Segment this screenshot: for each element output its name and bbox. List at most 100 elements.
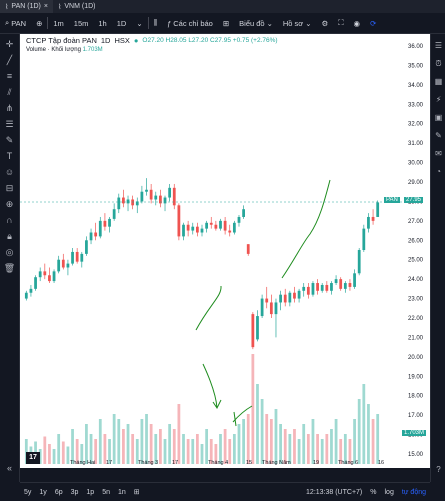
- time-tick-label: 17: [106, 460, 112, 466]
- candle-body: [89, 232, 93, 241]
- time-tick-label: Tháng Năm: [262, 460, 291, 466]
- tradingview-logo[interactable]: 17: [26, 452, 40, 464]
- clock[interactable]: 12:13:38 (UTC+7): [306, 488, 363, 496]
- channel-icon[interactable]: ⫽: [7, 87, 12, 97]
- price-chart[interactable]: 36.00 35.00 34.00 33.00 32.00 31.00 30.00 29.00…: [20, 34, 430, 468]
- chart-button[interactable]: Biểu đồ ⌄: [234, 13, 278, 33]
- crosshair-icon[interactable]: ✛: [5, 39, 14, 49]
- range-1y[interactable]: 1y: [39, 488, 47, 496]
- log-toggle[interactable]: log: [384, 488, 394, 496]
- candle-body: [34, 277, 37, 289]
- volume-bar: [343, 434, 347, 464]
- lock-icon[interactable]: 🔒︎: [7, 231, 12, 241]
- tab-bar: ⌇ PAN (1D) × ⌇ VNM (1D): [0, 0, 445, 13]
- fullscreen-button[interactable]: ⛶: [333, 13, 348, 33]
- trash-icon[interactable]: 🗑︎: [3, 263, 16, 273]
- price-tick-label: 30.00: [408, 161, 424, 167]
- alarm-icon[interactable]: ⏰︎: [435, 59, 442, 68]
- volume-bar: [223, 429, 227, 464]
- range-1d[interactable]: 1n: [118, 488, 126, 496]
- date-range-icon[interactable]: ⊞: [133, 489, 140, 496]
- annotation-arrow-2: [232, 405, 253, 427]
- candle-body: [177, 205, 181, 237]
- tab-label: VNM (1D): [64, 3, 96, 10]
- indicators-button[interactable]: ƒ Các chỉ báo: [162, 13, 218, 33]
- percent-toggle[interactable]: %: [370, 488, 377, 496]
- ruler-icon[interactable]: ⊟: [5, 183, 14, 193]
- gear-icon: ⚙: [321, 18, 329, 28]
- chat-icon[interactable]: ✉: [435, 149, 442, 158]
- candle-body: [269, 302, 273, 315]
- volume-bar: [334, 419, 338, 464]
- calendar-icon[interactable]: ▣: [434, 113, 443, 122]
- volume-bar: [135, 439, 139, 464]
- text-icon[interactable]: T: [6, 151, 13, 161]
- help-icon[interactable]: ?: [436, 465, 441, 474]
- chart-pane[interactable]: CTCP Tập đoàn PAN 1D HSX ● O27.20 H28.05…: [20, 34, 430, 468]
- volume-bar: [293, 429, 296, 464]
- settings-button[interactable]: ⚙: [317, 13, 334, 33]
- volume-label: Volume · Khối lượng: [26, 47, 81, 53]
- price-tick-label: 31.00: [408, 141, 424, 147]
- candle-body: [108, 218, 111, 227]
- profile-button[interactable]: Hồ sơ ⌄: [278, 13, 317, 33]
- snapshot-button[interactable]: ◉: [349, 13, 366, 33]
- candle-body: [159, 195, 162, 204]
- pitchfork-icon[interactable]: ⋔: [5, 103, 14, 113]
- time-tick-label: 17: [172, 460, 178, 466]
- timeframe-1m[interactable]: 1m: [53, 18, 64, 28]
- zoom-icon[interactable]: ⊕: [5, 199, 14, 209]
- volume-bar: [126, 424, 130, 464]
- hotlist-icon[interactable]: ⚡︎: [435, 95, 442, 104]
- price-tick-label: 32.00: [408, 122, 424, 128]
- top-toolbar: ⌕ PAN ⊕ 1m 15m 1h 1D ⌄ ⫼ ƒ Các chỉ báo ⊞…: [0, 13, 445, 34]
- tab-pan[interactable]: ⌇ PAN (1D) ×: [0, 0, 53, 13]
- notifications-icon[interactable]: ◔: [436, 167, 441, 176]
- volume-bar: [52, 449, 56, 464]
- compare-button[interactable]: ⊕: [31, 13, 47, 33]
- fibonacci-icon[interactable]: ☰: [5, 119, 14, 129]
- horizontal-line-icon[interactable]: ≡: [6, 71, 13, 81]
- emoji-icon[interactable]: ☺: [4, 167, 15, 177]
- timeframe-1d[interactable]: 1D: [116, 18, 127, 28]
- range-5d[interactable]: 5n: [102, 488, 110, 496]
- volume-bar: [265, 414, 269, 464]
- price-tick-label: 26.00: [408, 238, 424, 244]
- timeframe-15m[interactable]: 15m: [73, 18, 89, 28]
- auto-toggle[interactable]: tự động: [401, 488, 426, 496]
- volume-bar: [140, 419, 144, 464]
- candle-body: [103, 220, 107, 227]
- candle-body: [353, 273, 356, 287]
- data-window-icon[interactable]: ▦: [434, 77, 443, 86]
- range-5y[interactable]: 5y: [24, 488, 32, 496]
- symbol-search[interactable]: ⌕ PAN: [0, 13, 31, 33]
- range-1m[interactable]: 1p: [86, 488, 95, 496]
- tab-vnm[interactable]: ⌇ VNM (1D): [53, 0, 101, 13]
- eye-icon[interactable]: ◎: [5, 247, 14, 257]
- range-3m[interactable]: 3p: [70, 488, 79, 496]
- brush-icon[interactable]: ✎: [5, 135, 14, 145]
- sync-button[interactable]: ⟳: [365, 13, 381, 33]
- volume-bar: [38, 449, 42, 464]
- magnet-icon[interactable]: ∩: [6, 215, 13, 225]
- volume-bar: [376, 414, 380, 464]
- volume-bar: [145, 414, 148, 464]
- volume-bar: [195, 434, 199, 464]
- candle-body: [205, 222, 209, 229]
- collapse-icon[interactable]: «: [6, 463, 12, 473]
- timeframe-1h[interactable]: 1h: [98, 18, 107, 28]
- candle-body: [140, 191, 144, 202]
- watchlist-icon[interactable]: ☰: [434, 41, 443, 50]
- candle-body: [232, 222, 236, 233]
- range-6m[interactable]: 6p: [54, 488, 63, 496]
- trendline-icon[interactable]: ╱: [6, 55, 13, 65]
- chart-type-button[interactable]: ⫼: [149, 13, 162, 33]
- volume-bar: [214, 444, 218, 464]
- candle-body: [265, 298, 269, 303]
- candle-body: [362, 228, 366, 250]
- layout-button[interactable]: ⊞: [218, 13, 234, 33]
- timeframe-dropdown[interactable]: ⌄: [131, 13, 147, 33]
- volume-bar: [242, 419, 245, 464]
- ideas-icon[interactable]: ✎: [435, 131, 442, 140]
- close-icon[interactable]: ×: [43, 3, 48, 10]
